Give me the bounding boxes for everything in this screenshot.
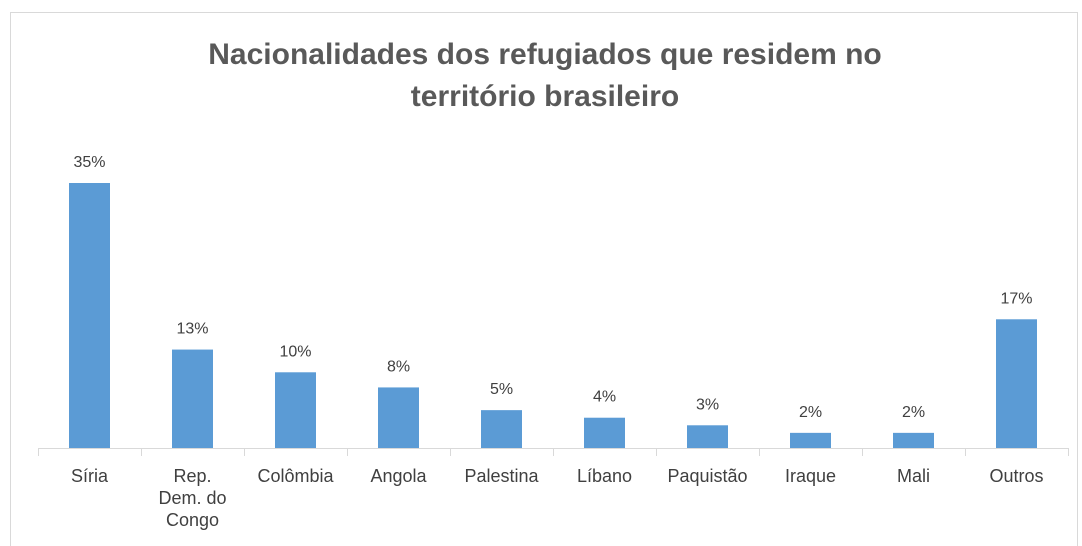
x-tick-label: Líbano xyxy=(553,465,656,487)
x-tick-text: Síria xyxy=(70,466,108,486)
x-tick-label: Outros xyxy=(965,465,1068,487)
x-tick-text: Angola xyxy=(370,466,427,486)
x-tick-label: Colômbia xyxy=(244,465,347,487)
x-tick-text: Rep. Dem. do Congo xyxy=(158,466,227,530)
x-tick-text: Colômbia xyxy=(257,466,334,486)
x-tick-label: Mali xyxy=(862,465,965,487)
chart-title: Nacionalidades dos refugiados que reside… xyxy=(208,38,882,113)
bar xyxy=(893,432,934,448)
bar xyxy=(378,387,419,448)
bar xyxy=(687,425,728,448)
data-label: 13% xyxy=(176,321,208,338)
data-label: 5% xyxy=(490,381,513,398)
x-tick-text: Paquistão xyxy=(667,466,748,486)
bar xyxy=(481,410,522,448)
x-tick-text: Palestina xyxy=(464,466,539,486)
bar xyxy=(275,372,316,448)
x-tick-label: Rep. Dem. do Congo xyxy=(141,465,244,531)
x-tick-label: Paquistão xyxy=(656,465,759,487)
data-label: 8% xyxy=(387,358,410,375)
data-label: 2% xyxy=(799,404,822,421)
bar xyxy=(172,349,213,448)
bar xyxy=(996,319,1037,448)
bar xyxy=(69,183,110,448)
x-tick-text: Iraque xyxy=(784,466,837,486)
x-tick-label: Iraque xyxy=(759,465,862,487)
x-tick-text: Outros xyxy=(989,466,1044,486)
data-label: 10% xyxy=(279,343,311,360)
bar xyxy=(584,417,625,448)
data-label: 4% xyxy=(593,389,616,406)
x-tick-label: Angola xyxy=(347,465,450,487)
data-label: 2% xyxy=(902,404,925,421)
chart-border xyxy=(10,12,1078,546)
x-tick-text: Líbano xyxy=(576,466,633,486)
x-tick-text: Mali xyxy=(896,466,930,486)
data-label: 17% xyxy=(1000,290,1032,307)
data-label: 35% xyxy=(73,154,105,171)
x-tick-label: Síria xyxy=(38,465,141,487)
bar xyxy=(790,432,831,448)
data-label: 3% xyxy=(696,396,719,413)
x-tick-label: Palestina xyxy=(450,465,553,487)
